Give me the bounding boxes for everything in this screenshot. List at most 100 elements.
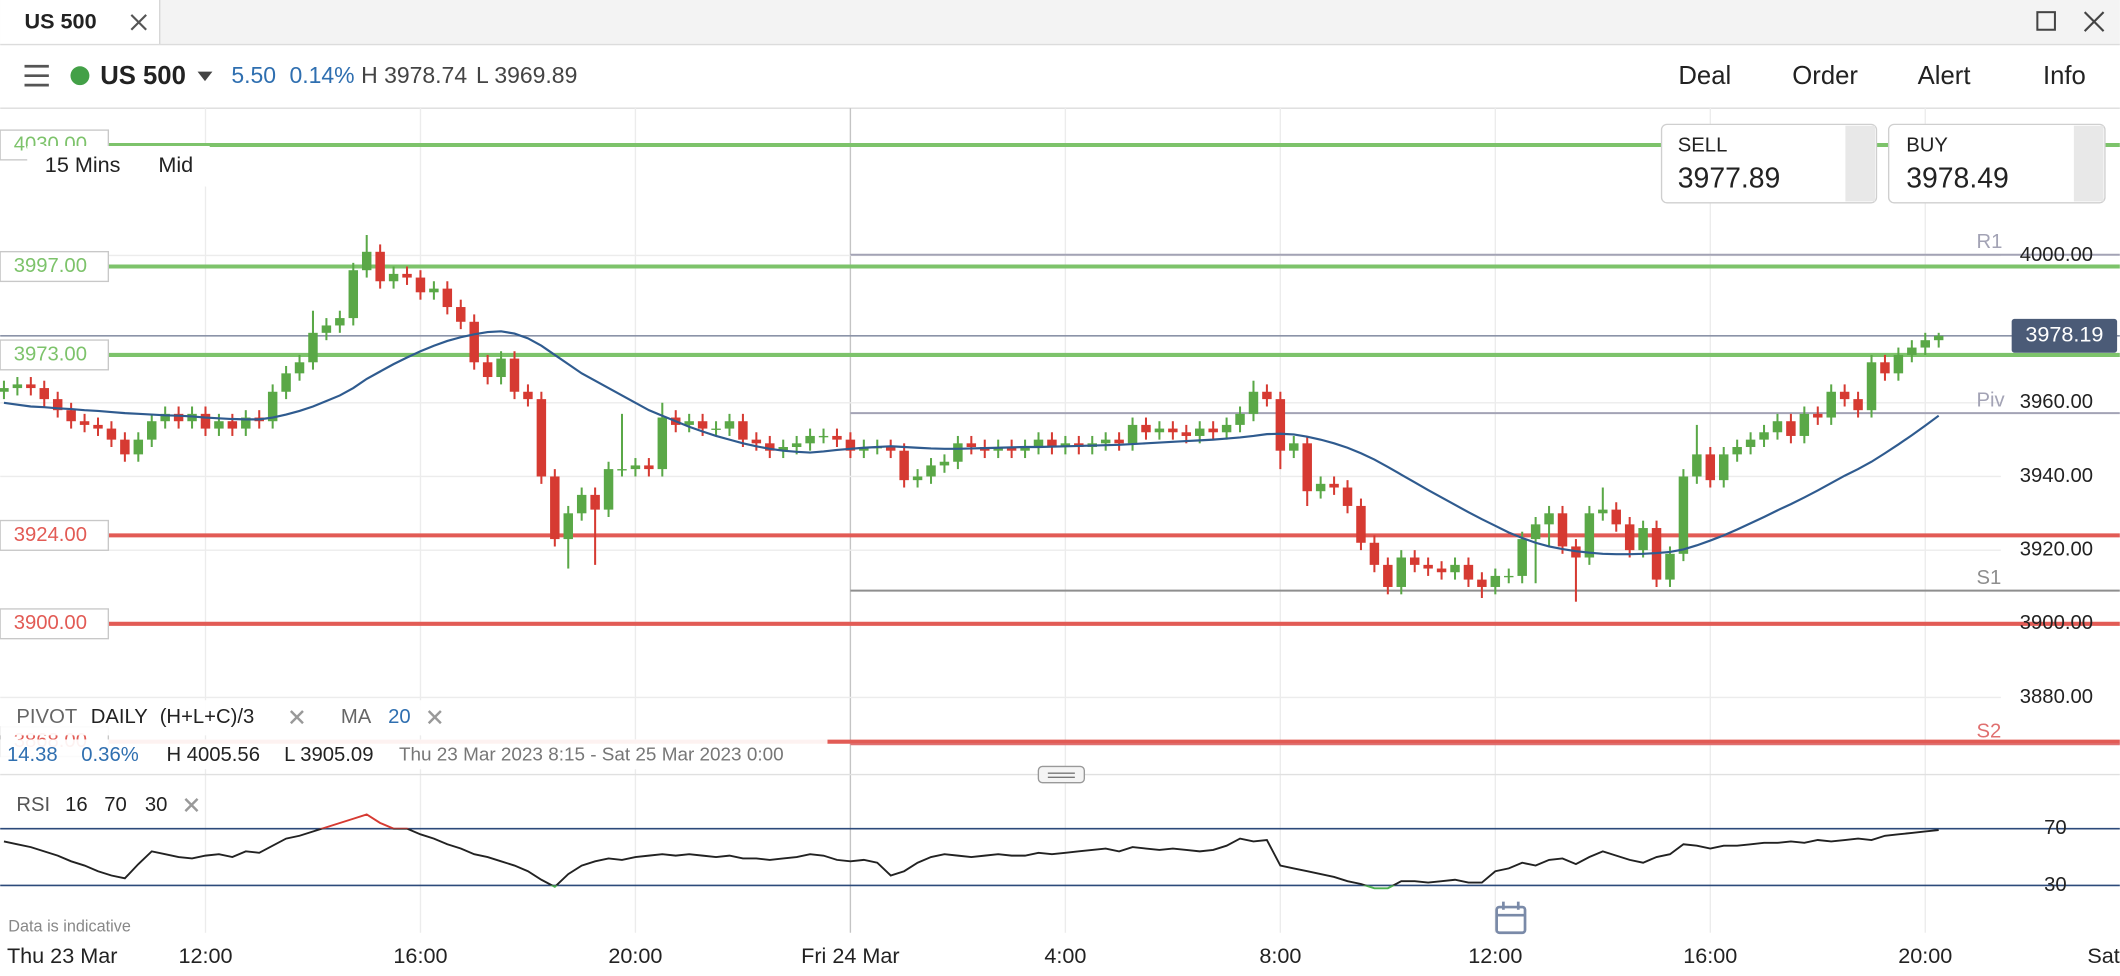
price-type[interactable]: Mid <box>158 152 193 177</box>
x-tick-label: 12:00 <box>178 943 232 968</box>
candle-body <box>509 358 520 392</box>
x-tick-label: 12:00 <box>1468 943 1522 968</box>
candle-body <box>1772 421 1783 433</box>
day-high: H 3978.74 <box>361 62 467 88</box>
candle-body <box>1436 568 1447 573</box>
candle-body <box>348 270 359 319</box>
menu-item[interactable]: Alert <box>1918 62 1971 90</box>
candle-body <box>550 476 560 540</box>
candle-body <box>791 443 802 448</box>
settings-box <box>27 145 210 187</box>
pivot-label: S1 <box>1977 567 2002 589</box>
menu-item[interactable]: Deal <box>1678 62 1731 90</box>
interval[interactable]: 15 Mins <box>45 152 121 177</box>
candle-body <box>469 321 479 363</box>
sell-label: SELL <box>1678 134 1728 156</box>
candle-body <box>966 443 977 448</box>
change-percent: 0.14% <box>289 62 354 88</box>
change: 5.50 <box>231 62 276 88</box>
rsi-remove[interactable] <box>184 798 199 812</box>
candle-body <box>1826 391 1836 418</box>
plot <box>0 234 1944 890</box>
candle-body <box>1504 575 1514 578</box>
candle-body <box>402 273 412 278</box>
indicator-legend-bg <box>0 700 460 736</box>
candle-body <box>1369 542 1380 565</box>
panel-resize-handle[interactable] <box>1037 765 1086 784</box>
pivot-remove[interactable] <box>289 710 304 725</box>
candle-body <box>1195 428 1205 436</box>
candle-body <box>926 465 936 477</box>
candle-body <box>818 435 829 438</box>
candle-body <box>1530 524 1541 540</box>
tab-bar <box>0 0 2120 45</box>
candle-body <box>429 288 439 293</box>
instrument-dropdown[interactable] <box>197 71 213 82</box>
candle-body <box>133 439 144 455</box>
x-tick-label: 8:00 <box>1259 943 1301 968</box>
candle-body <box>308 332 318 363</box>
tab[interactable] <box>0 0 160 45</box>
candle-body <box>899 450 909 481</box>
candle-body <box>120 439 130 455</box>
candle-body <box>603 469 614 510</box>
candle-body <box>1463 564 1474 580</box>
candle-body <box>200 413 211 429</box>
day-low: L 3969.89 <box>476 62 577 88</box>
candle-body <box>1611 509 1621 525</box>
level-label: 3997.00 <box>14 255 87 277</box>
candle-body <box>456 307 466 322</box>
pivot-label: Piv <box>1977 389 2006 411</box>
candle-body <box>52 399 63 411</box>
buy-box[interactable] <box>1887 123 2106 204</box>
candle-body <box>173 413 184 422</box>
candle-body <box>711 428 721 430</box>
candle-body <box>147 421 157 440</box>
menu-item[interactable]: Order <box>1792 62 1858 90</box>
ma-remove[interactable] <box>427 710 442 725</box>
candle-body <box>93 424 103 429</box>
level-label-box <box>0 608 110 640</box>
y-tick-label: 4000.00 <box>2020 244 2093 266</box>
rsi-label: RSI <box>16 794 50 816</box>
candle-body <box>1033 439 1044 448</box>
rsi-tick-label: 30 <box>2044 874 2067 896</box>
buy-ticket[interactable]: BUY 3978.49 <box>1887 123 2106 204</box>
candle-body <box>1289 443 1299 451</box>
ma-period: 20 <box>388 706 411 728</box>
level-label-box <box>0 339 110 371</box>
level-label-box <box>0 519 110 551</box>
calendar-button[interactable] <box>1495 901 1527 935</box>
y-tick-label: 3880.00 <box>2020 686 2093 708</box>
candle-body <box>1181 432 1192 436</box>
candle-body <box>1235 413 1245 425</box>
candle-body <box>1732 447 1742 455</box>
maximize-button[interactable] <box>2036 11 2056 31</box>
candle-body <box>1060 443 1071 448</box>
candle-body <box>1127 424 1138 444</box>
menu-item[interactable]: Info <box>2043 62 2086 90</box>
candle-body <box>1100 439 1111 444</box>
candle-body <box>523 391 533 400</box>
candle-body <box>885 447 896 451</box>
menu-button[interactable] <box>24 64 49 87</box>
candle-body <box>1490 575 1501 587</box>
rsi-period: 16 <box>65 794 88 816</box>
window-close[interactable] <box>2083 11 2105 32</box>
rsi-line <box>3 828 1939 886</box>
candle-body <box>1638 528 1648 551</box>
candle-body <box>751 439 762 444</box>
sell-box[interactable] <box>1660 123 1878 204</box>
candle-body <box>1813 413 1823 418</box>
candle-body <box>1221 424 1232 433</box>
candle-body <box>1705 454 1716 481</box>
tab-close[interactable] <box>130 14 147 31</box>
instrument-name[interactable]: US 500 <box>100 62 186 90</box>
sell-ticket[interactable]: SELL 3977.89 <box>1660 123 1878 204</box>
candle-body <box>1557 513 1568 547</box>
pivot-label: R1 <box>1977 231 2003 253</box>
candle-body <box>765 443 775 451</box>
candle-body <box>241 417 251 429</box>
ma-label: MA <box>341 706 372 728</box>
